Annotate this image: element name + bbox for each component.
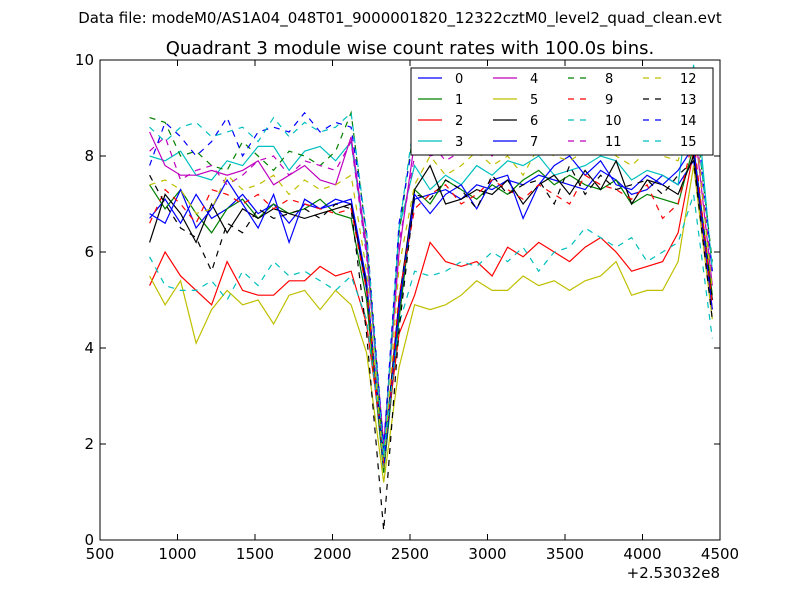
series-2-line <box>149 151 713 454</box>
plot-area: 500 1000 1500 2000 2500 3000 3500 4000 4500 0 2 4 6 8… <box>75 51 739 563</box>
x-tick-label: 4500 <box>701 545 739 563</box>
legend-label-12: 12 <box>680 72 697 87</box>
x-tick-label: 3500 <box>546 545 584 563</box>
series-6-line <box>149 153 713 459</box>
legend-label-13: 13 <box>680 93 697 108</box>
series-1-line <box>149 146 713 473</box>
legend-label-10: 10 <box>605 114 622 129</box>
y-tick-label: 4 <box>84 339 94 357</box>
x-tick-label: 4000 <box>623 545 661 563</box>
legend-label-3: 3 <box>455 135 463 150</box>
legend-box <box>410 67 714 156</box>
legend-label-6: 6 <box>530 114 538 129</box>
y-tick-label: 8 <box>84 147 94 165</box>
legend-label-9: 9 <box>605 93 613 108</box>
legend-label-15: 15 <box>680 135 697 150</box>
x-tick-label: 1000 <box>158 545 196 563</box>
x-axis-offset-label: +2.53032e8 <box>627 564 720 582</box>
x-tick-label: 3000 <box>468 545 506 563</box>
y-tick-label: 2 <box>84 435 94 453</box>
x-tick-label: 2500 <box>391 545 429 563</box>
series-12-line <box>149 107 713 469</box>
legend-label-5: 5 <box>530 93 538 108</box>
series-13-line <box>149 159 713 531</box>
legend-label-1: 1 <box>455 93 463 108</box>
legend-label-4: 4 <box>530 72 538 87</box>
legend-label-2: 2 <box>455 114 463 129</box>
legend-label-7: 7 <box>530 135 538 150</box>
legend-label-0: 0 <box>455 72 463 87</box>
x-tick-label: 1500 <box>236 545 274 563</box>
ticks-layer: 500 1000 1500 2000 2500 3000 3500 4000 4500 0 2 4 6 8… <box>75 51 739 563</box>
y-tick-label: 6 <box>84 243 94 261</box>
series-5-line <box>149 165 713 483</box>
x-tick-label: 500 <box>86 545 115 563</box>
legend-label-11: 11 <box>605 135 622 150</box>
data-file-suptitle: Data file: modeM0/AS1A04_048T01_90000018… <box>78 9 722 28</box>
series-11-line <box>149 105 713 445</box>
legend-label-14: 14 <box>680 114 697 129</box>
chart-title: Quadrant 3 module wise count rates with … <box>166 38 655 59</box>
x-tick-label: 2000 <box>313 545 351 563</box>
y-tick-label: 0 <box>84 531 94 549</box>
y-tick-label: 10 <box>75 51 94 69</box>
series-7-line <box>149 144 713 469</box>
legend-label-8: 8 <box>605 72 613 87</box>
